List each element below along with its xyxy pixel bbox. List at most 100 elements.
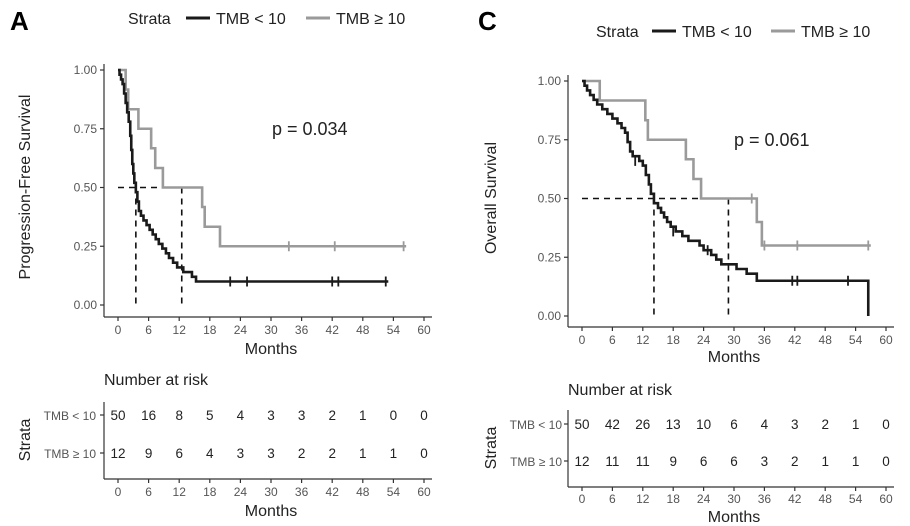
panel-c-risk-value: 3 bbox=[761, 454, 769, 469]
panel-c-risk-value: 10 bbox=[696, 417, 711, 432]
panel-a-risk-value: 3 bbox=[237, 446, 245, 461]
panel-a-risk-value: 1 bbox=[359, 446, 367, 461]
panel-a-legend-label-tmb-low: TMB < 10 bbox=[216, 11, 286, 28]
panel-c-risk-x-tick-label: 0 bbox=[579, 492, 586, 506]
panel-a-risk-x-tick-label: 54 bbox=[387, 485, 401, 499]
panel-c-x-tick-label: 54 bbox=[849, 333, 863, 347]
panel-c-risk-value: 0 bbox=[882, 417, 890, 432]
panel-a-risk-value: 8 bbox=[175, 408, 183, 423]
panel-c-risk-value: 2 bbox=[821, 417, 829, 432]
panel-c-risk-value: 6 bbox=[730, 454, 738, 469]
panel-a-risk-x-tick-label: 6 bbox=[145, 485, 152, 499]
panel-c-y-tick-label: 1.00 bbox=[538, 74, 562, 88]
panel-a-risk-value: 5 bbox=[206, 408, 214, 423]
panel-c-legend-label-tmb-high: TMB ≥ 10 bbox=[801, 24, 870, 41]
panel-c-risk-value: 11 bbox=[636, 454, 650, 469]
panel-c-curve-tmb-high bbox=[582, 79, 871, 247]
panel-c-risk-value: 13 bbox=[666, 417, 681, 432]
panel-a-risk-value: 3 bbox=[298, 408, 306, 423]
panel-c-x-tick-label: 42 bbox=[788, 333, 802, 347]
panel-a-risk-value: 9 bbox=[145, 446, 153, 461]
panel-a-risk-value: 4 bbox=[237, 408, 245, 423]
panel-a-letter: A bbox=[10, 6, 29, 36]
panel-a-risk-row-label: TMB ≥ 10 bbox=[44, 447, 96, 461]
panel-a-risk-x-tick-label: 18 bbox=[203, 485, 217, 499]
panel-c-risk-x-tick-label: 24 bbox=[697, 492, 711, 506]
panel-c-risk-value: 42 bbox=[605, 417, 620, 432]
panel-c-x-tick-label: 12 bbox=[636, 333, 650, 347]
panel-c-risk-value: 12 bbox=[574, 454, 589, 469]
panel-a-risk-x-tick-label: 42 bbox=[326, 485, 340, 499]
panel-a-risk-value: 6 bbox=[175, 446, 183, 461]
panel-c-risk-value: 2 bbox=[791, 454, 799, 469]
panel-a-risk-value: 0 bbox=[420, 446, 428, 461]
panel-a-risk-value: 1 bbox=[390, 446, 398, 461]
panel-a-x-tick-label: 42 bbox=[326, 323, 340, 337]
panel-c-risk-x-tick-label: 30 bbox=[727, 492, 741, 506]
panel-c-risk-value: 6 bbox=[700, 454, 708, 469]
panel-a-risk-value: 12 bbox=[110, 446, 125, 461]
panel-c-legend-label-tmb-low: TMB < 10 bbox=[682, 24, 752, 41]
panel-c-x-tick-label: 36 bbox=[758, 333, 772, 347]
panel-a-risk-row-label: TMB < 10 bbox=[44, 409, 97, 423]
panel-c-x-tick-label: 24 bbox=[697, 333, 711, 347]
panel-c-risk-x-tick-label: 12 bbox=[636, 492, 650, 506]
panel-c-risk-x-tick-label: 60 bbox=[879, 492, 893, 506]
panel-c-x-tick-label: 18 bbox=[667, 333, 681, 347]
panel-c-x-tick-label: 60 bbox=[879, 333, 893, 347]
panel-a-x-tick-label: 6 bbox=[145, 323, 152, 337]
panel-a-x-tick-label: 48 bbox=[356, 323, 370, 337]
panel-a-x-tick-label: 24 bbox=[234, 323, 248, 337]
panel-c-risk-value: 9 bbox=[669, 454, 677, 469]
panel-a-y-tick-label: 0.50 bbox=[74, 181, 98, 195]
panel-c-x-tick-label: 6 bbox=[609, 333, 616, 347]
panel-a-x-tick-label: 30 bbox=[264, 323, 278, 337]
panel-a-legend-title: Strata bbox=[128, 11, 171, 28]
panel-a-p-value: p = 0.034 bbox=[272, 119, 348, 139]
panel-c-risk-x-tick-label: 42 bbox=[788, 492, 802, 506]
panel-a-risk-value: 0 bbox=[390, 408, 398, 423]
panel-a-risk-value: 2 bbox=[328, 446, 336, 461]
panel-a-risk-value: 2 bbox=[298, 446, 306, 461]
panel-a-risk-x-tick-label: 48 bbox=[356, 485, 370, 499]
panel-a-risk-x-axis-title: Months bbox=[245, 503, 297, 520]
panel-c-y-tick-label: 0.00 bbox=[538, 309, 562, 323]
panel-c-risk-value: 1 bbox=[852, 417, 860, 432]
panel-a-risk-x-tick-label: 30 bbox=[264, 485, 278, 499]
panel-c-risk-row-label: TMB < 10 bbox=[510, 418, 563, 432]
panel-c-risk-value: 0 bbox=[882, 454, 890, 469]
panel-a-risk-x-tick-label: 0 bbox=[115, 485, 122, 499]
panel-c-risk-value: 11 bbox=[605, 454, 619, 469]
panel-a-y-tick-label: 0.25 bbox=[74, 239, 98, 253]
panel-a-risk-value: 50 bbox=[110, 408, 125, 423]
panel-a-x-tick-label: 36 bbox=[295, 323, 309, 337]
panel-c-risk-x-tick-label: 18 bbox=[667, 492, 681, 506]
panel-c-risk-x-tick-label: 48 bbox=[819, 492, 833, 506]
panel-c-risk-x-tick-label: 54 bbox=[849, 492, 863, 506]
panel-c-risk-title: Number at risk bbox=[568, 382, 673, 399]
panel-c-legend-title: Strata bbox=[596, 24, 639, 41]
panel-a-x-tick-label: 54 bbox=[387, 323, 401, 337]
panel-a-x-tick-label: 0 bbox=[115, 323, 122, 337]
panel-c-x-tick-label: 0 bbox=[579, 333, 586, 347]
panel-a-y-tick-label: 0.75 bbox=[74, 122, 98, 136]
panel-a-risk-strata-title: Strata bbox=[17, 419, 34, 462]
panel-a-risk-value: 3 bbox=[267, 408, 275, 423]
panel-c-risk-x-tick-label: 6 bbox=[609, 492, 616, 506]
panel-c-risk-value: 26 bbox=[635, 417, 650, 432]
panel-a-risk-x-tick-label: 36 bbox=[295, 485, 309, 499]
panel-a-curve-tmb-high bbox=[118, 68, 407, 248]
panel-c-risk-value: 50 bbox=[574, 417, 589, 432]
panel-a-y-axis-title: Progression-Free Survival bbox=[17, 95, 34, 280]
panel-c-y-tick-label: 0.25 bbox=[538, 250, 562, 264]
panel-c-risk-x-axis-title: Months bbox=[708, 509, 760, 526]
panel-a-risk-x-tick-label: 60 bbox=[417, 485, 431, 499]
panel-c-y-tick-label: 0.75 bbox=[538, 133, 562, 147]
panel-a-x-tick-label: 18 bbox=[203, 323, 217, 337]
panel-c-risk-value: 1 bbox=[821, 454, 829, 469]
panel-c-risk-value: 1 bbox=[852, 454, 860, 469]
panel-a-x-axis-title: Months bbox=[245, 341, 297, 358]
panel-c-risk-strata-title: Strata bbox=[483, 427, 500, 470]
